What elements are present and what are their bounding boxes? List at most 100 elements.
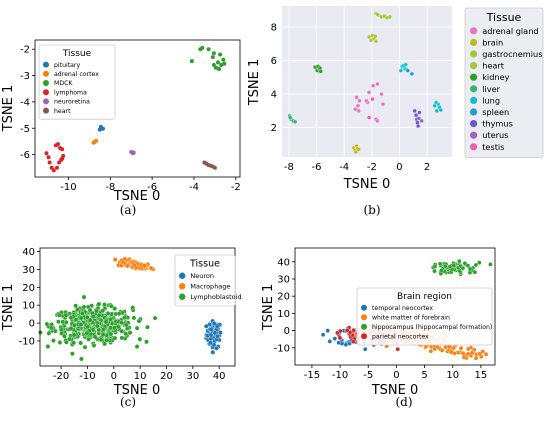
legend-marker	[361, 333, 367, 340]
data-point	[434, 108, 439, 114]
data-point	[141, 263, 147, 269]
legend-marker	[470, 62, 478, 70]
y-tick-label: 10	[22, 301, 35, 312]
legend-marker	[43, 98, 49, 105]
y-tick-label: -2	[20, 45, 30, 56]
data-point	[85, 324, 91, 330]
data-point	[73, 303, 79, 309]
legend-marker	[470, 143, 478, 151]
data-point	[211, 51, 216, 56]
y-tick-label: 4	[271, 90, 277, 101]
data-point	[78, 315, 84, 321]
data-point	[51, 338, 56, 343]
data-point	[56, 319, 61, 325]
data-point	[473, 262, 479, 268]
data-point	[371, 83, 376, 88]
x-tick-label: 0	[396, 162, 402, 173]
legend-entry: heart	[54, 108, 71, 115]
y-axis-label: TSNE 1	[1, 85, 16, 133]
x-tick-label: -15	[304, 370, 320, 381]
data-point	[97, 127, 102, 132]
data-point	[398, 68, 404, 73]
data-point	[413, 112, 419, 118]
data-point	[127, 330, 133, 336]
data-point	[222, 61, 227, 66]
data-point	[100, 332, 106, 337]
data-point	[356, 108, 361, 114]
data-point	[335, 330, 340, 336]
data-point	[122, 315, 128, 320]
panel-b: -8 -6 -4 -2 0 2 2 4 6 8 TSNE 0 TSNE 1 Tissue adrenal …	[247, 6, 544, 217]
data-point	[447, 264, 453, 269]
data-point	[52, 328, 58, 334]
data-point	[212, 330, 218, 336]
data-point	[458, 345, 464, 351]
data-point	[336, 340, 341, 345]
y-tick-label: 10	[277, 309, 290, 320]
legend-marker	[470, 38, 478, 47]
data-point	[208, 327, 214, 332]
legend-marker	[179, 283, 186, 290]
legend-marker	[361, 314, 367, 321]
legend-entry: Lymphoblastoid	[190, 293, 241, 301]
data-point	[395, 346, 400, 352]
data-point	[375, 12, 380, 17]
data-point	[108, 331, 114, 337]
data-point	[387, 14, 392, 20]
data-point	[217, 67, 222, 71]
data-point	[465, 263, 471, 268]
data-point	[108, 317, 113, 322]
data-point	[71, 332, 77, 338]
data-point	[412, 108, 417, 114]
data-point	[78, 340, 84, 346]
legend-marker	[470, 96, 478, 104]
legend: Tissue Neuron Macrophage Lymphoblastoid	[174, 254, 242, 307]
x-tick-label: -4	[339, 162, 349, 173]
data-point	[357, 98, 362, 103]
x-tick-label: 0	[111, 371, 117, 382]
data-point	[46, 330, 52, 336]
data-point	[101, 327, 106, 332]
data-point	[214, 345, 219, 351]
legend-entry: thymus	[482, 119, 513, 129]
data-point	[112, 257, 118, 262]
data-point	[351, 327, 356, 333]
data-point	[67, 336, 72, 342]
data-point	[210, 55, 215, 60]
x-tick-label: 40	[213, 371, 226, 382]
legend-marker	[470, 108, 478, 116]
x-tick-label: -10	[79, 371, 95, 382]
legend-entry: hippocampus (hippocampal formation)	[372, 324, 492, 331]
data-point	[212, 165, 217, 170]
data-point	[477, 351, 483, 357]
x-tick-label: -20	[53, 371, 69, 382]
data-point	[379, 91, 384, 97]
data-point	[84, 315, 90, 320]
data-point	[55, 165, 59, 170]
data-point	[44, 151, 49, 156]
data-point	[355, 103, 361, 108]
data-point	[91, 343, 97, 348]
data-point	[461, 355, 467, 360]
panel-a: -10 -8 -6 -4 -2 -6 -5 -4 -3 -2 TSNE 0 TSNE 1 Tissue p…	[1, 39, 241, 217]
x-tick-label: -10	[60, 182, 76, 193]
legend-entry: lymphoma	[54, 89, 87, 96]
legend-box	[38, 44, 116, 120]
data-point	[488, 262, 493, 267]
y-tick-label: 0	[284, 326, 290, 337]
x-tick-label: 10	[446, 370, 459, 381]
data-point	[473, 355, 479, 361]
data-point	[203, 323, 209, 329]
y-tick-label: -4	[20, 97, 30, 108]
data-point	[437, 261, 443, 267]
data-point	[433, 100, 439, 105]
data-point	[96, 301, 102, 307]
data-point	[104, 337, 110, 343]
legend-entry: Macrophage	[190, 283, 230, 291]
data-point	[366, 115, 372, 120]
data-point	[366, 90, 372, 95]
data-point	[457, 258, 462, 264]
data-point	[403, 62, 408, 67]
data-point	[134, 325, 140, 331]
data-point	[73, 317, 79, 323]
